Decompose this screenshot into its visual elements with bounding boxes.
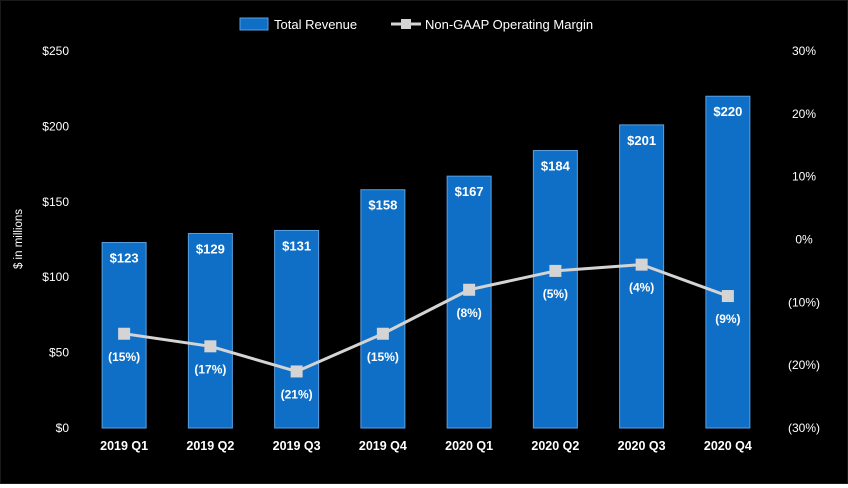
x-tick-label: 2019 Q2 [186,439,234,453]
revenue-bar-labels: $123 $129 $131 $158 $167 $184 $201 $220 [110,104,743,265]
margin-line [123,263,729,373]
legend-label-operating-margin: Non-GAAP Operating Margin [425,17,593,32]
y-axis-left: $0 $50 $100 $150 $200 $250 [42,44,69,435]
revenue-bar [446,175,492,429]
legend-swatch-total-revenue [239,17,269,31]
margin-data-label: (5%) [543,287,568,301]
y2-tick-label: 20% [792,107,816,121]
revenue-bar-label: $123 [110,251,139,266]
legend-label-total-revenue: Total Revenue [274,17,357,32]
y-tick-label: $150 [42,195,69,209]
y-tick-label: $100 [42,270,69,284]
margin-point [376,327,389,340]
margin-point [290,365,303,378]
y2-tick-label: (20%) [788,358,820,372]
x-axis: 2019 Q1 2019 Q2 2019 Q3 2019 Q4 2020 Q1 2020 … [100,439,752,453]
y2-tick-label: (30%) [788,421,820,435]
margin-data-label: (15%) [367,350,399,364]
y-tick-label: $50 [49,346,69,360]
revenue-bar-label: $201 [627,133,656,148]
margin-point [118,327,131,340]
revenue-bars [101,95,751,429]
margin-point [204,340,217,353]
revenue-bar-label: $184 [541,159,571,174]
y2-tick-label: 0% [795,233,813,247]
revenue-bar-label: $220 [713,104,742,119]
margin-data-label: (17%) [194,362,226,376]
revenue-bar-label: $167 [455,184,484,199]
y2-tick-label: 10% [792,170,816,184]
y-tick-label: $0 [56,421,70,435]
y-tick-label: $200 [42,119,69,133]
margin-data-label: (8%) [456,306,481,320]
x-tick-label: 2019 Q1 [100,439,148,453]
margin-point [635,258,648,271]
x-tick-label: 2020 Q4 [704,439,752,453]
margin-data-label: (4%) [629,281,654,295]
revenue-bar-label: $129 [196,241,225,256]
legend: Total Revenue Non-GAAP Operating Margin [239,17,593,32]
legend-marker-operating-margin [401,19,411,29]
margin-data-label: (21%) [281,387,313,401]
y-axis-title: $ in millions [13,209,25,269]
revenue-bar [705,95,751,429]
margin-point [721,290,734,303]
revenue-bar-label: $158 [368,198,397,213]
margin-data-labels: (15%) (17%) (21%) (15%) (8%) (5%) (4%) (9%) [108,281,740,402]
revenue-bar [619,124,665,429]
x-tick-label: 2020 Q3 [618,439,666,453]
margin-line-series [118,258,734,378]
x-tick-label: 2019 Q3 [273,439,321,453]
revenue-bar [274,229,320,429]
margin-data-label: (9%) [715,312,740,326]
x-tick-label: 2020 Q1 [445,439,493,453]
y-axis-right: (30%) (20%) (10%) 0% 10% 20% 30% [788,44,820,435]
margin-point [549,264,562,277]
margin-data-label: (15%) [108,350,140,364]
y2-tick-label: (10%) [788,295,820,309]
revenue-bar [187,232,233,429]
x-tick-label: 2020 Q2 [531,439,579,453]
revenue-bar [532,150,578,429]
margin-point [463,283,476,296]
y-tick-label: $250 [42,44,69,58]
revenue-bar [360,189,406,429]
revenue-bar-label: $131 [282,238,311,253]
x-tick-label: 2019 Q4 [359,439,407,453]
y2-tick-label: 30% [792,44,816,58]
